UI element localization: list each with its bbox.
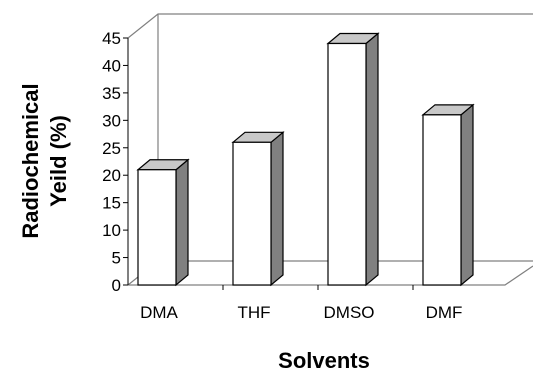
bar-side-face — [270, 131, 284, 287]
x-tick-label: DMSO — [324, 303, 375, 322]
y-tick-label: 20 — [102, 166, 121, 185]
y-axis-title: Radiochemical Yeild (%) — [18, 83, 71, 238]
y-tick-label: 45 — [102, 29, 121, 48]
bar-dmf — [421, 103, 475, 287]
x-tick-label: DMA — [140, 303, 178, 322]
y-tick-label: 35 — [102, 84, 121, 103]
bars — [136, 32, 475, 287]
bar-thf — [231, 131, 285, 287]
y-axis-title-line1: Radiochemical — [18, 83, 43, 238]
x-tick-label: DMF — [426, 303, 463, 322]
x-tick-labels: DMA THF DMSO DMF — [140, 285, 462, 322]
y-tick-label: 0 — [112, 276, 121, 295]
x-axis-title: Solvents — [278, 348, 370, 373]
bar-side-face — [460, 103, 474, 287]
y-tick-label: 25 — [102, 139, 121, 158]
bar-front-face — [232, 141, 272, 286]
bar-front-face — [327, 42, 367, 286]
y-tick-label: 10 — [102, 221, 121, 240]
bar-front-face — [137, 169, 177, 286]
y-tick-label: 5 — [112, 249, 121, 268]
x-tick-label: THF — [237, 303, 270, 322]
y-axis-title-line2: Yeild (%) — [46, 115, 71, 207]
bar-front-face — [422, 114, 462, 286]
y-tick-label: 15 — [102, 194, 121, 213]
y-tick-label: 40 — [102, 56, 121, 75]
y-tick-label: 30 — [102, 111, 121, 130]
bar-dmso — [326, 32, 380, 287]
bar-side-face — [365, 32, 379, 287]
y-ticks: 0 5 10 15 20 25 30 35 40 45 — [102, 29, 128, 295]
bar-dma — [136, 158, 190, 287]
bar-side-face — [175, 158, 189, 287]
